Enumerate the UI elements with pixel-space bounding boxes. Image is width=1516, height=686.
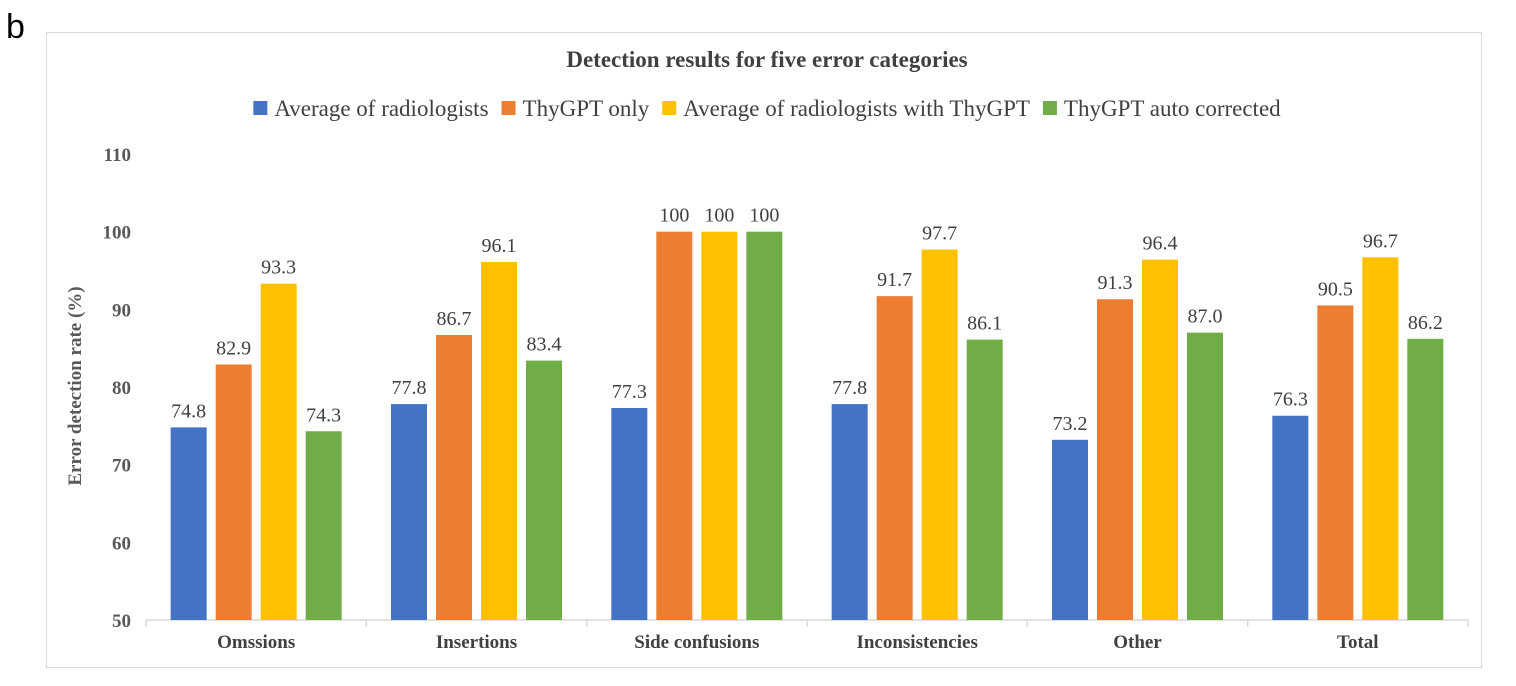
x-tick-label: Omssions bbox=[217, 632, 295, 653]
x-axis: Omssions Insertions Side confusions Inconsi… bbox=[145, 619, 1469, 653]
x-tick-label: Side confusions bbox=[634, 632, 759, 653]
bar-value-label: 96.4 bbox=[1143, 233, 1178, 255]
y-axis-ticks: 50 60 70 80 90 100 110 bbox=[103, 145, 132, 632]
bar-value-labels: 74.8 77.8 77.3 77.8 73.2 76.3 82.9 86.7 100 91.7 9… bbox=[171, 205, 1443, 435]
bar bbox=[921, 249, 958, 620]
bar bbox=[1317, 305, 1354, 620]
chart-frame: Detection results for five error categor… bbox=[46, 32, 1482, 668]
bar bbox=[1097, 299, 1133, 620]
bar-value-label: 86.2 bbox=[1408, 312, 1443, 334]
bar-value-label: 82.9 bbox=[216, 337, 251, 359]
bar-value-label: 83.4 bbox=[527, 334, 562, 356]
bars bbox=[170, 231, 1444, 620]
x-tick-label: Other bbox=[1113, 632, 1162, 653]
bar-value-label: 96.7 bbox=[1363, 230, 1398, 252]
bar bbox=[1052, 439, 1088, 620]
bar bbox=[1407, 338, 1444, 620]
x-tick-label: Insertions bbox=[436, 632, 517, 653]
bar-value-label: 76.3 bbox=[1273, 389, 1308, 411]
bar bbox=[436, 334, 472, 620]
bar bbox=[611, 407, 648, 620]
bar-value-label: 91.7 bbox=[877, 269, 912, 291]
x-tick-label: Inconsistencies bbox=[856, 632, 977, 653]
y-tick-label: 110 bbox=[104, 145, 131, 166]
bar-value-label: 86.1 bbox=[967, 313, 1002, 335]
bar-value-label: 96.1 bbox=[482, 235, 517, 257]
bar bbox=[966, 339, 1003, 620]
bar bbox=[170, 427, 207, 620]
bar bbox=[391, 404, 427, 620]
y-tick-label: 60 bbox=[112, 533, 131, 554]
x-tick-label: Total bbox=[1337, 632, 1379, 653]
legend: Average of radiologists ThyGPT only Averag… bbox=[253, 96, 1281, 121]
bar bbox=[746, 231, 783, 620]
bar-value-label: 74.8 bbox=[171, 400, 206, 422]
bar bbox=[1187, 332, 1223, 620]
y-tick-label: 100 bbox=[103, 223, 132, 244]
bar bbox=[481, 261, 517, 620]
bar-value-label: 77.3 bbox=[612, 381, 647, 403]
bar-value-label: 93.3 bbox=[261, 257, 296, 279]
bar bbox=[656, 231, 693, 620]
bar bbox=[1362, 257, 1399, 620]
legend-label: ThyGPT only bbox=[523, 96, 650, 121]
bar-value-label: 97.7 bbox=[922, 223, 957, 245]
bar bbox=[260, 283, 297, 620]
bar-value-label: 86.7 bbox=[437, 308, 472, 330]
bar-value-label: 77.8 bbox=[392, 377, 427, 399]
bar-value-label: 100 bbox=[749, 205, 779, 227]
y-axis-title: Error detection rate (%) bbox=[65, 286, 86, 485]
y-tick-label: 90 bbox=[112, 300, 131, 321]
legend-swatch bbox=[1042, 101, 1057, 115]
legend-swatch bbox=[501, 101, 516, 115]
legend-label: Average of radiologists with ThyGPT bbox=[683, 96, 1030, 121]
bar bbox=[526, 360, 562, 620]
panel-label: b bbox=[6, 8, 25, 46]
bar-value-label: 91.3 bbox=[1098, 272, 1133, 294]
chart-title: Detection results for five error categor… bbox=[566, 47, 967, 72]
bar bbox=[831, 404, 868, 620]
bar-value-label: 90.5 bbox=[1318, 278, 1353, 300]
bar bbox=[1142, 259, 1178, 620]
bar bbox=[1272, 415, 1309, 620]
bar bbox=[876, 296, 913, 620]
bar-value-label: 73.2 bbox=[1053, 413, 1088, 435]
bar-value-label: 87.0 bbox=[1188, 306, 1223, 328]
legend-label: ThyGPT auto corrected bbox=[1064, 96, 1281, 121]
legend-swatch bbox=[253, 101, 268, 115]
y-tick-label: 70 bbox=[112, 456, 131, 477]
legend-swatch bbox=[662, 101, 677, 115]
bar-value-label: 100 bbox=[704, 205, 734, 227]
bar bbox=[701, 231, 738, 620]
y-tick-label: 50 bbox=[112, 611, 131, 632]
bar-chart: Detection results for five error categor… bbox=[65, 47, 1469, 653]
legend-label: Average of radiologists bbox=[274, 96, 488, 121]
bar-value-label: 77.8 bbox=[832, 377, 867, 399]
bar bbox=[215, 364, 252, 620]
bar-value-label: 100 bbox=[659, 205, 689, 227]
bar bbox=[305, 431, 342, 620]
y-tick-label: 80 bbox=[112, 378, 131, 399]
bar-value-label: 74.3 bbox=[306, 404, 341, 426]
